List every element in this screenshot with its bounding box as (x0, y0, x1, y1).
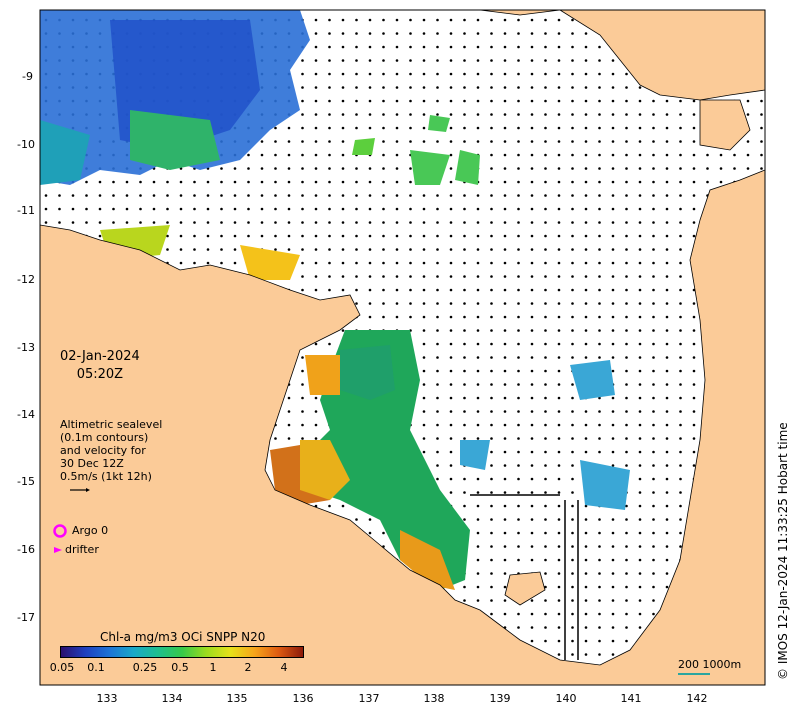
lon-tick: 135 (226, 692, 248, 705)
altimetry-legend-line: 30 Dec 12Z (60, 457, 124, 470)
altimetry-legend-line: 0.5m/s (1kt 12h) (60, 470, 152, 483)
time-line: 05:20Z (76, 367, 124, 382)
drifter-icon (54, 547, 62, 553)
lat-tick: -15 (17, 475, 35, 488)
altimetry-legend-line: and velocity for (60, 444, 146, 457)
colorbar-tick: 1 (209, 661, 217, 674)
colorbar-tick: 0.25 (132, 661, 158, 674)
lat-tick: -9 (22, 70, 33, 83)
colorbar-tick: 4 (280, 661, 288, 674)
lat-tick: -12 (17, 273, 35, 286)
lon-tick: 142 (686, 692, 708, 705)
depth-scale-label: 200 1000m (678, 658, 742, 671)
date-line: 02-Jan-2024 (60, 349, 140, 364)
lon-tick: 136 (292, 692, 314, 705)
lat-tick: -10 (17, 138, 35, 151)
lon-tick: 140 (555, 692, 577, 705)
lat-tick: -17 (17, 611, 35, 624)
argo-label: Argo 0 (72, 524, 109, 537)
colorbar-title: Chl-a mg/m3 OCi SNPP N20 (100, 630, 266, 644)
lon-tick: 137 (358, 692, 380, 705)
lat-tick: -13 (17, 341, 35, 354)
depth-scale-bar (678, 673, 710, 675)
lon-tick: 134 (161, 692, 183, 705)
land-layer (40, 10, 765, 685)
altimetry-legend-line: Altimetric sealevel (60, 418, 163, 431)
argo-icon (53, 524, 67, 538)
lon-tick: 138 (423, 692, 445, 705)
credit-text: © IMOS 12-Jan-2024 11:33:25 Hobart time (776, 422, 790, 680)
lon-tick: 139 (489, 692, 511, 705)
colorbar-tick: 0.5 (171, 661, 189, 674)
colorbar-tick: 0.05 (49, 661, 75, 674)
drifter-label: drifter (65, 543, 99, 556)
drifter-legend: drifter (50, 543, 99, 556)
argo-legend: Argo 0 (50, 524, 108, 537)
lat-tick: -16 (17, 543, 35, 556)
map-frame (39, 9, 766, 686)
lon-tick: 133 (96, 692, 118, 705)
strong-current-arrows (470, 494, 579, 660)
lon-tick: 141 (620, 692, 642, 705)
altimetry-legend: Altimetric sealevel (0.1m contours) and … (60, 418, 162, 483)
colorbar-tick: 2 (244, 661, 252, 674)
altimetry-legend-line: (0.1m contours) (60, 431, 149, 444)
colorbar-tick: 0.1 (87, 661, 105, 674)
colorbar (60, 646, 304, 658)
date-label: 02-Jan-2024 05:20Z (60, 348, 140, 384)
lat-tick: -11 (17, 204, 35, 217)
lat-tick: -14 (17, 408, 35, 421)
